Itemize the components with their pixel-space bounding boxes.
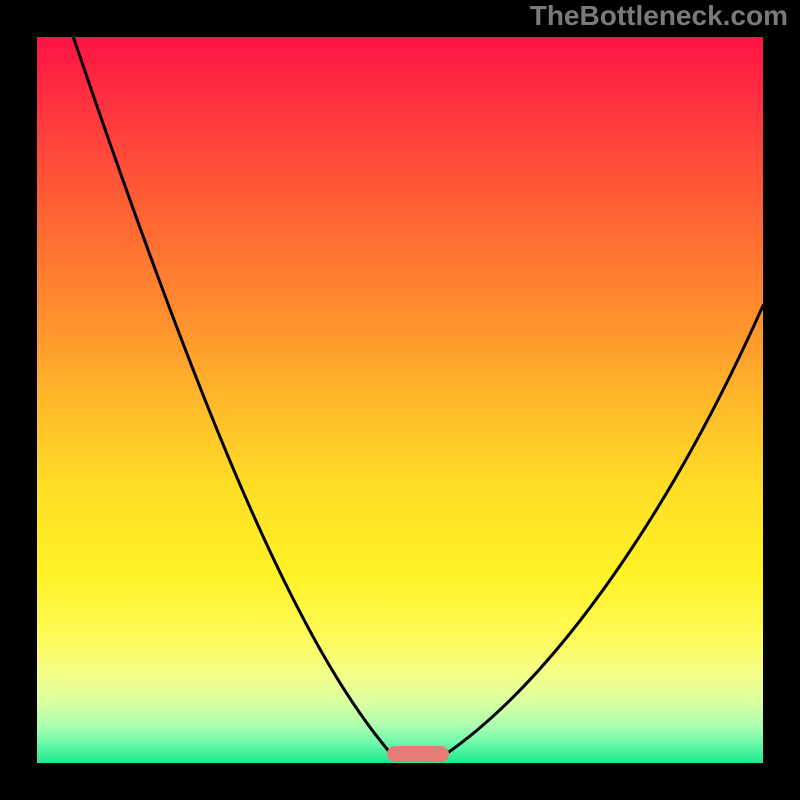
optimal-range-marker	[387, 746, 449, 762]
plot-area	[37, 37, 763, 763]
bottleneck-curve	[37, 37, 763, 763]
chart-stage: TheBottleneck.com	[0, 0, 800, 800]
watermark-text: TheBottleneck.com	[530, 0, 788, 32]
